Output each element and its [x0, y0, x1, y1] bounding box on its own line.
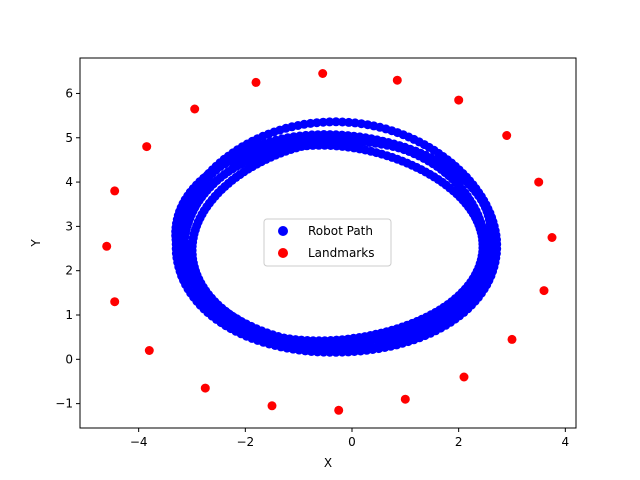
landmark-point [547, 233, 557, 242]
x-axis-label: X [324, 456, 332, 470]
landmark-point [142, 142, 152, 152]
landmark-point [190, 104, 200, 114]
x-tick-label: −2 [236, 435, 254, 449]
landmark-point [267, 401, 277, 411]
landmarks-series [102, 69, 557, 415]
x-tick-label: −4 [130, 435, 148, 449]
y-tick-label: 1 [65, 308, 73, 322]
landmark-point [110, 297, 120, 307]
x-tick-label: 2 [455, 435, 463, 449]
robot-path-point [344, 117, 354, 127]
legend-box [263, 218, 392, 267]
legend-label-landmarks: Landmarks [308, 246, 374, 260]
robot-path-point [318, 117, 328, 127]
landmark-point [200, 383, 210, 393]
landmark-point [334, 405, 344, 415]
robot-path-point [337, 117, 347, 127]
landmark-point [507, 334, 517, 344]
plot-area [171, 117, 502, 357]
landmark-point [392, 75, 402, 85]
robot-path-point [492, 239, 502, 249]
legend: Robot Path Landmarks [263, 218, 392, 267]
landmark-point [459, 372, 469, 382]
axes-frame [79, 57, 577, 429]
landmark-point [318, 69, 328, 78]
x-axis-ticks: −4 −2 0 2 4 [130, 428, 569, 449]
legend-marker-landmarks [278, 248, 288, 258]
y-axis-ticks: −1 0 1 2 3 4 5 6 [55, 86, 80, 411]
robot-path-point [331, 117, 341, 127]
y-tick-label: −1 [55, 397, 73, 411]
y-tick-label: 6 [65, 86, 73, 100]
y-tick-label: 4 [65, 175, 73, 189]
y-tick-label: 2 [65, 264, 73, 278]
y-tick-label: 5 [65, 131, 73, 145]
landmark-point [502, 131, 512, 140]
landmark-point [454, 95, 464, 105]
landmark-point [534, 177, 544, 187]
landmark-point [251, 77, 261, 87]
y-axis-label: Y [29, 239, 43, 248]
landmark-point [144, 346, 154, 355]
y-tick-label: 0 [65, 352, 73, 366]
landmark-point [102, 241, 112, 251]
y-tick-label: 3 [65, 219, 73, 233]
legend-marker-robot-path [278, 226, 288, 236]
landmark-point [400, 394, 410, 404]
x-tick-label: 0 [348, 435, 356, 449]
legend-label-robot-path: Robot Path [308, 224, 373, 238]
landmark-point [539, 286, 549, 296]
robot-path-point [481, 245, 491, 255]
landmark-point [110, 186, 120, 196]
robot-path-point [325, 117, 335, 127]
x-tick-label: 4 [562, 435, 570, 449]
